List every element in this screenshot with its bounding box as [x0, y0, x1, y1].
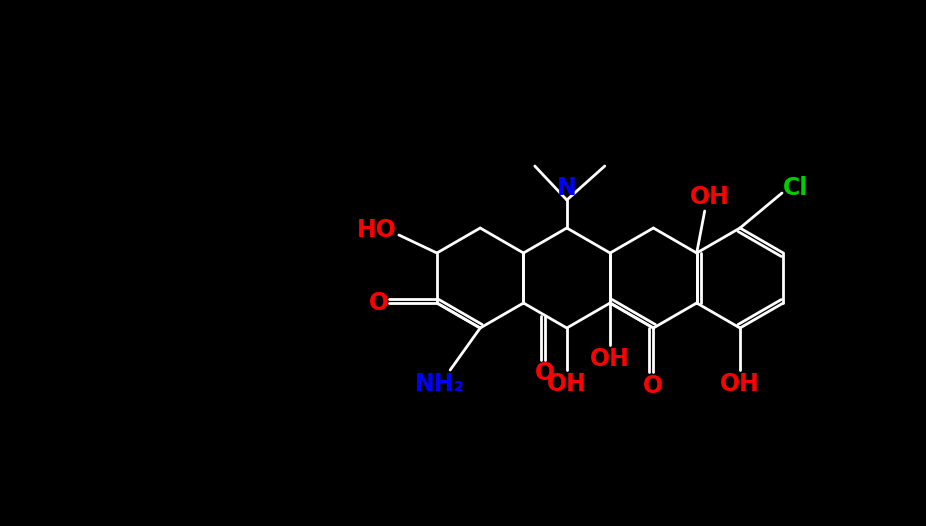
Text: OH: OH: [690, 185, 730, 209]
Text: N: N: [557, 176, 577, 200]
Text: Cl: Cl: [783, 176, 808, 200]
Text: NH₂: NH₂: [415, 372, 465, 396]
Text: O: O: [535, 361, 556, 386]
Text: OH: OH: [720, 372, 760, 396]
Text: HO: HO: [357, 218, 397, 242]
Text: O: O: [644, 374, 663, 398]
Text: OH: OH: [590, 347, 630, 371]
Text: OH: OH: [547, 372, 587, 396]
Text: O: O: [369, 291, 389, 315]
